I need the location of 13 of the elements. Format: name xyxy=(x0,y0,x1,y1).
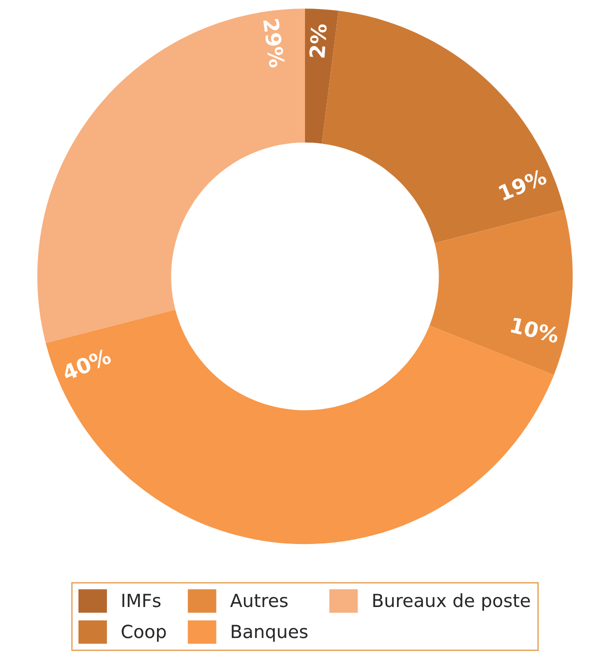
legend-label: Banques xyxy=(232,624,308,642)
legend-label: Bureaux de poste xyxy=(373,593,530,611)
data-label: 29% xyxy=(262,18,286,68)
legend-label: IMFs xyxy=(122,594,160,608)
donut-slice xyxy=(305,8,339,144)
data-label: 19% xyxy=(498,168,548,201)
data-label: 2% xyxy=(309,24,327,58)
data-label: 40% xyxy=(61,348,112,381)
legend-label: Coop xyxy=(122,624,166,642)
donut-slice xyxy=(37,8,305,343)
data-label: 10% xyxy=(510,317,560,344)
legend-label: Autres xyxy=(230,594,288,608)
donut-slice xyxy=(429,210,573,375)
